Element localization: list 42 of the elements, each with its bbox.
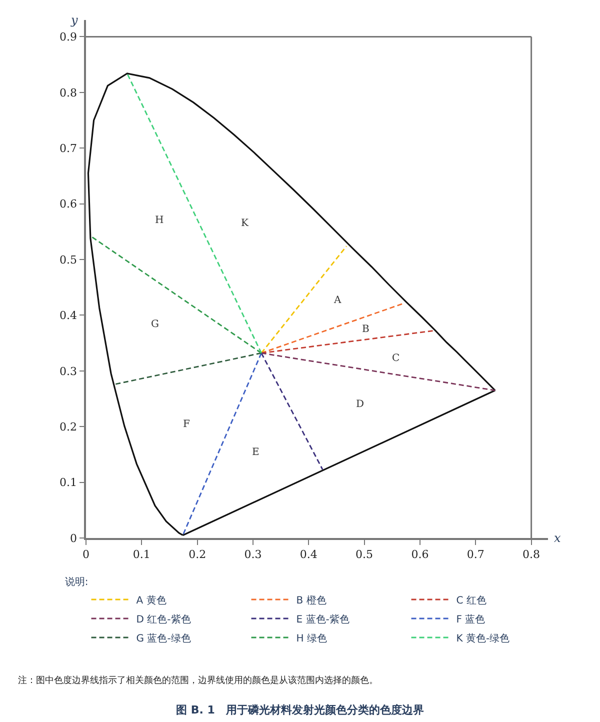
y-tick-label: 0.7	[60, 142, 78, 155]
annotation: H	[155, 215, 164, 226]
annotation: G	[151, 319, 159, 330]
annotation: D	[356, 399, 364, 410]
x-tick-label: 0.8	[522, 548, 540, 561]
y-tick-label: 0.9	[60, 30, 78, 44]
y-tick-label: 0.3	[60, 364, 78, 378]
legend-label: H 绿色	[296, 632, 327, 644]
text: 注：图中色度边界线指示了相关颜色的范围，边界线使用的颜色是从该范围内选择的颜色。	[18, 675, 378, 686]
annotation: F	[183, 419, 190, 430]
annotation: C	[392, 353, 400, 364]
legend-label: C 红色	[456, 594, 486, 606]
annotation: B	[362, 324, 370, 335]
annotation: K	[241, 218, 249, 229]
legend-label: A 黄色	[136, 594, 166, 606]
x-axis-title: x	[554, 531, 561, 545]
text: 图 B. 1 用于磷光材料发射光颜色分类的色度边界	[176, 703, 424, 716]
x-tick-label: 0.4	[300, 548, 318, 561]
x-tick-label: 0.7	[466, 548, 484, 561]
x-tick-label: 0.1	[132, 548, 150, 561]
y-tick-label: 0	[70, 532, 78, 545]
legend-label: B 橙色	[296, 594, 326, 606]
legend-label: F 蓝色	[456, 613, 486, 626]
annotation: E	[252, 447, 260, 458]
y-tick-label: 0.8	[60, 86, 78, 100]
y-tick-label: 0.1	[60, 476, 78, 490]
y-axis-title: y	[70, 13, 78, 27]
x-tick-label: 0.5	[356, 548, 374, 561]
legend-label: D 红色-紫色	[136, 613, 191, 626]
y-tick-label: 0.2	[60, 420, 78, 434]
x-tick-label: 0.3	[244, 548, 262, 561]
legend-label: G 蓝色-绿色	[136, 632, 191, 644]
x-tick-label: 0.2	[188, 548, 206, 561]
legend-label: E 蓝色-紫色	[296, 613, 350, 626]
x-tick-label: 0	[82, 548, 90, 561]
y-tick-label: 0.6	[60, 198, 78, 211]
legend-label: K 黄色-绿色	[456, 632, 510, 644]
y-tick-label: 0.4	[60, 309, 78, 322]
annotation: A	[333, 295, 342, 306]
y-tick-label: 0.5	[60, 253, 78, 266]
x-tick-label: 0.6	[411, 548, 429, 561]
legend-title: 说明:	[64, 576, 88, 588]
